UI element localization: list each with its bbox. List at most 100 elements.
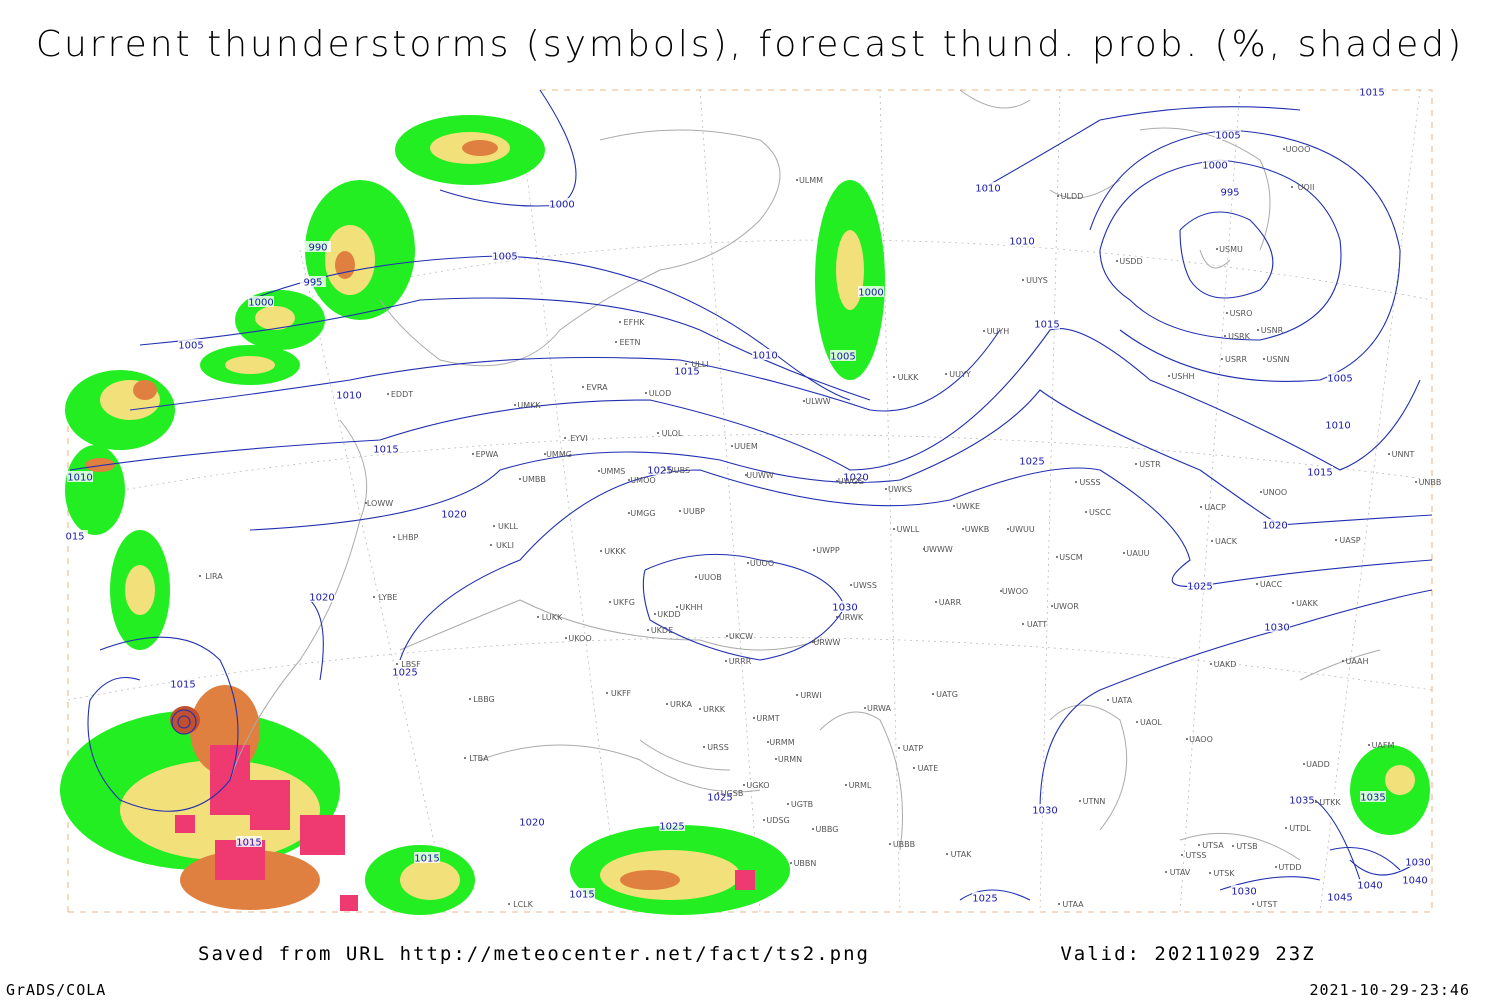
station-label: UTST (1257, 900, 1278, 909)
station-label: UKLL (498, 522, 519, 531)
isobar-label-bg (1325, 419, 1351, 430)
station-dot (845, 784, 847, 786)
isobar-label: 1020 (1262, 521, 1287, 532)
isobar-label-bg (1327, 891, 1353, 902)
station-label: UARR (939, 598, 962, 607)
station-dot (787, 803, 789, 805)
station-label: UTAK (951, 850, 973, 859)
isobar-label: 1030 (1032, 806, 1057, 817)
isobar-label-bg (830, 350, 856, 361)
valid-time: Valid: 20211029 23Z (1060, 943, 1315, 965)
station-label: UWSS (853, 581, 877, 590)
station-label: UBBG (816, 825, 839, 834)
station-label: UWKB (965, 525, 990, 534)
station-dot (935, 601, 937, 603)
isobar-label-bg (972, 892, 998, 903)
station-dot (490, 544, 492, 546)
isobar-label-bg (1019, 455, 1045, 466)
station-label: ULWW (805, 397, 830, 406)
isobar-label: 1010 (1325, 421, 1350, 432)
station-dot (717, 792, 719, 794)
isobar-label-bg (67, 471, 93, 482)
station-dot (1292, 602, 1294, 604)
station-dot (803, 400, 805, 402)
station-label: USMU (1219, 245, 1243, 254)
isobar-label: 1005 (178, 341, 203, 352)
labels: 1000 1005 990 995 1000 1005 1010 1015 1020 1025 10… (62, 86, 1441, 909)
station-label: LTBA (469, 754, 489, 763)
station-dot (654, 613, 656, 615)
station-dot (685, 363, 687, 365)
station-dot (647, 629, 649, 631)
isobar-label-bg (441, 508, 467, 519)
isobar-label-bg (1231, 885, 1257, 896)
station-label: LYBE (379, 593, 398, 602)
station-label: UTSS (1186, 851, 1207, 860)
station-label: UNOO (1263, 488, 1287, 497)
station-dot (666, 703, 668, 705)
station-label: UBBN (794, 859, 817, 868)
station-dot (898, 747, 900, 749)
station-dot (1256, 583, 1258, 585)
station-label: UKLI (496, 541, 514, 550)
station-label: UTNN (1083, 797, 1106, 806)
station-dot (1107, 699, 1109, 701)
station-label: UTSA (1202, 841, 1224, 850)
station-dot (850, 584, 852, 586)
station-dot (731, 445, 733, 447)
isobar-label-bg (492, 250, 518, 261)
station-label: UBBB (893, 840, 915, 849)
station-dot (519, 478, 521, 480)
isobar-label: 1025 (707, 793, 732, 804)
station-label: UMBB (522, 475, 546, 484)
station-label: UAKK (1296, 599, 1319, 608)
station-label: LUKK (542, 613, 563, 622)
isobar-label-bg (1307, 466, 1333, 477)
station-dot (565, 637, 567, 639)
isobar-label: 1045 (1327, 893, 1352, 904)
station-label: LOWW (367, 499, 393, 508)
isobar-label-bg (1264, 621, 1290, 632)
isobar-label: 1030 (1264, 623, 1289, 634)
station-label: ULLI (691, 360, 708, 369)
station-dot (1181, 854, 1183, 856)
shading (60, 115, 1430, 915)
station-label: UTSB (1236, 842, 1257, 851)
station-label: USNN (1267, 355, 1290, 364)
station-label: UAKD (1214, 660, 1237, 669)
station-label: UUOB (698, 573, 722, 582)
isobar-label: 1000 (549, 200, 574, 211)
station-label: UMMG (546, 450, 572, 459)
station-label: UUBS (668, 466, 690, 475)
isobar-label-bg (414, 852, 440, 863)
station-label: UNBB (1419, 478, 1442, 487)
isobar-label: 995 (303, 278, 322, 289)
software: GrADS/COLA (6, 981, 106, 999)
isobar-label-bg (832, 601, 858, 612)
station-label: EDDT (391, 390, 413, 399)
isobar-label-bg (62, 530, 88, 541)
station-label: USHH (1172, 372, 1195, 381)
station-dot (464, 757, 466, 759)
station-dot (1221, 358, 1223, 360)
station-dot (1022, 279, 1024, 281)
station-dot (537, 616, 539, 618)
station-label: LBSF (401, 660, 421, 669)
isobar-label: 1015 (1034, 320, 1059, 331)
station-dot (923, 548, 925, 550)
station-dot (1415, 481, 1417, 483)
station-label: UACP (1204, 503, 1226, 512)
isobar-label: 1030 (1405, 858, 1430, 869)
isobar-label-bg (1217, 186, 1243, 197)
station-label: UWLL (897, 525, 920, 534)
isobar-label-bg (549, 198, 575, 209)
station-dot (1051, 605, 1053, 607)
station-dot (767, 741, 769, 743)
station-label: UKFG (613, 598, 635, 607)
station-label: UKKK (604, 547, 626, 556)
station-dot (628, 512, 630, 514)
isobar-label: 1020 (843, 473, 868, 484)
station-label: UMKK (517, 401, 541, 410)
station-label: URWW (814, 638, 841, 647)
